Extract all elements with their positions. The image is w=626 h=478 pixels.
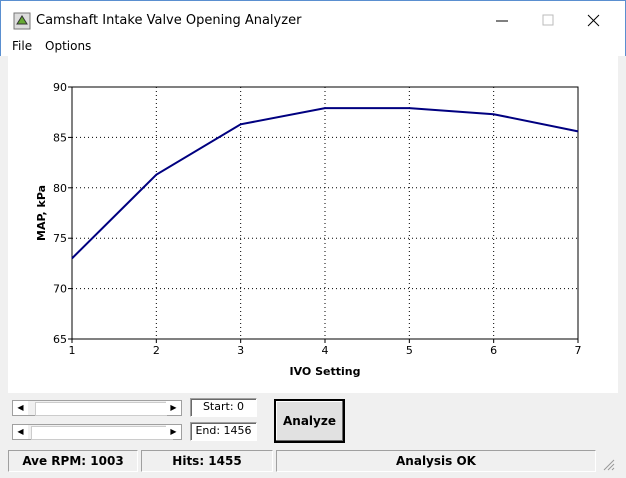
status-pane: Ave RPM: 1003: [8, 450, 138, 472]
start-field: Start: 0: [190, 398, 257, 417]
x-tick-label: 6: [490, 344, 497, 357]
x-tick-label: 5: [406, 344, 413, 357]
x-axis-label: IVO Setting: [290, 365, 361, 378]
scroll-right[interactable]: ▶: [166, 401, 181, 415]
scroll-thumb[interactable]: [31, 426, 173, 440]
y-tick-label: 90: [53, 81, 67, 94]
status-pane: Hits: 1455: [141, 450, 273, 472]
title-bar: Camshaft Intake Valve Opening Analyzer: [0, 0, 626, 38]
status-pane: Analysis OK: [276, 450, 596, 472]
start-scrollbar[interactable]: ◀ ▶: [12, 400, 182, 416]
data-line: [71, 107, 579, 260]
scroll-left[interactable]: ◀: [13, 425, 28, 439]
end-scrollbar[interactable]: ◀ ▶: [12, 424, 182, 440]
menu-item[interactable]: Options: [45, 39, 92, 53]
app-icon: [13, 12, 31, 30]
window-title: Camshaft Intake Valve Opening Analyzer: [36, 13, 302, 28]
x-tick-label: 7: [575, 344, 582, 357]
x-tick-label: 3: [237, 344, 244, 357]
y-tick-label: 85: [53, 131, 67, 144]
chart: 65 70 75 80 85 90 1 2 3 4 5 6 7 IVO Setting MAP, kPa: [8, 56, 618, 393]
menu-item[interactable]: File: [12, 39, 33, 53]
y-tick-label: 70: [53, 283, 67, 296]
end-field: End: 1456: [190, 422, 257, 441]
scroll-thumb[interactable]: [35, 402, 167, 416]
y-tick-label: 80: [53, 182, 67, 195]
window-controls[interactable]: [491, 11, 611, 31]
menu-bar: File Options: [0, 38, 626, 56]
x-tick-label: 4: [322, 344, 329, 357]
y-axis-label: MAP, kPa: [35, 185, 48, 241]
analyze-button[interactable]: Analyze: [274, 399, 345, 443]
x-tick-label: 2: [153, 344, 160, 357]
y-tick-label: 75: [53, 232, 67, 245]
x-tick-label: 1: [69, 344, 76, 357]
scroll-left[interactable]: ◀: [13, 401, 28, 415]
size-grip[interactable]: [600, 456, 616, 472]
plot-area: [71, 86, 579, 340]
scroll-right[interactable]: ▶: [166, 425, 181, 439]
y-tick-label: 65: [53, 333, 67, 346]
